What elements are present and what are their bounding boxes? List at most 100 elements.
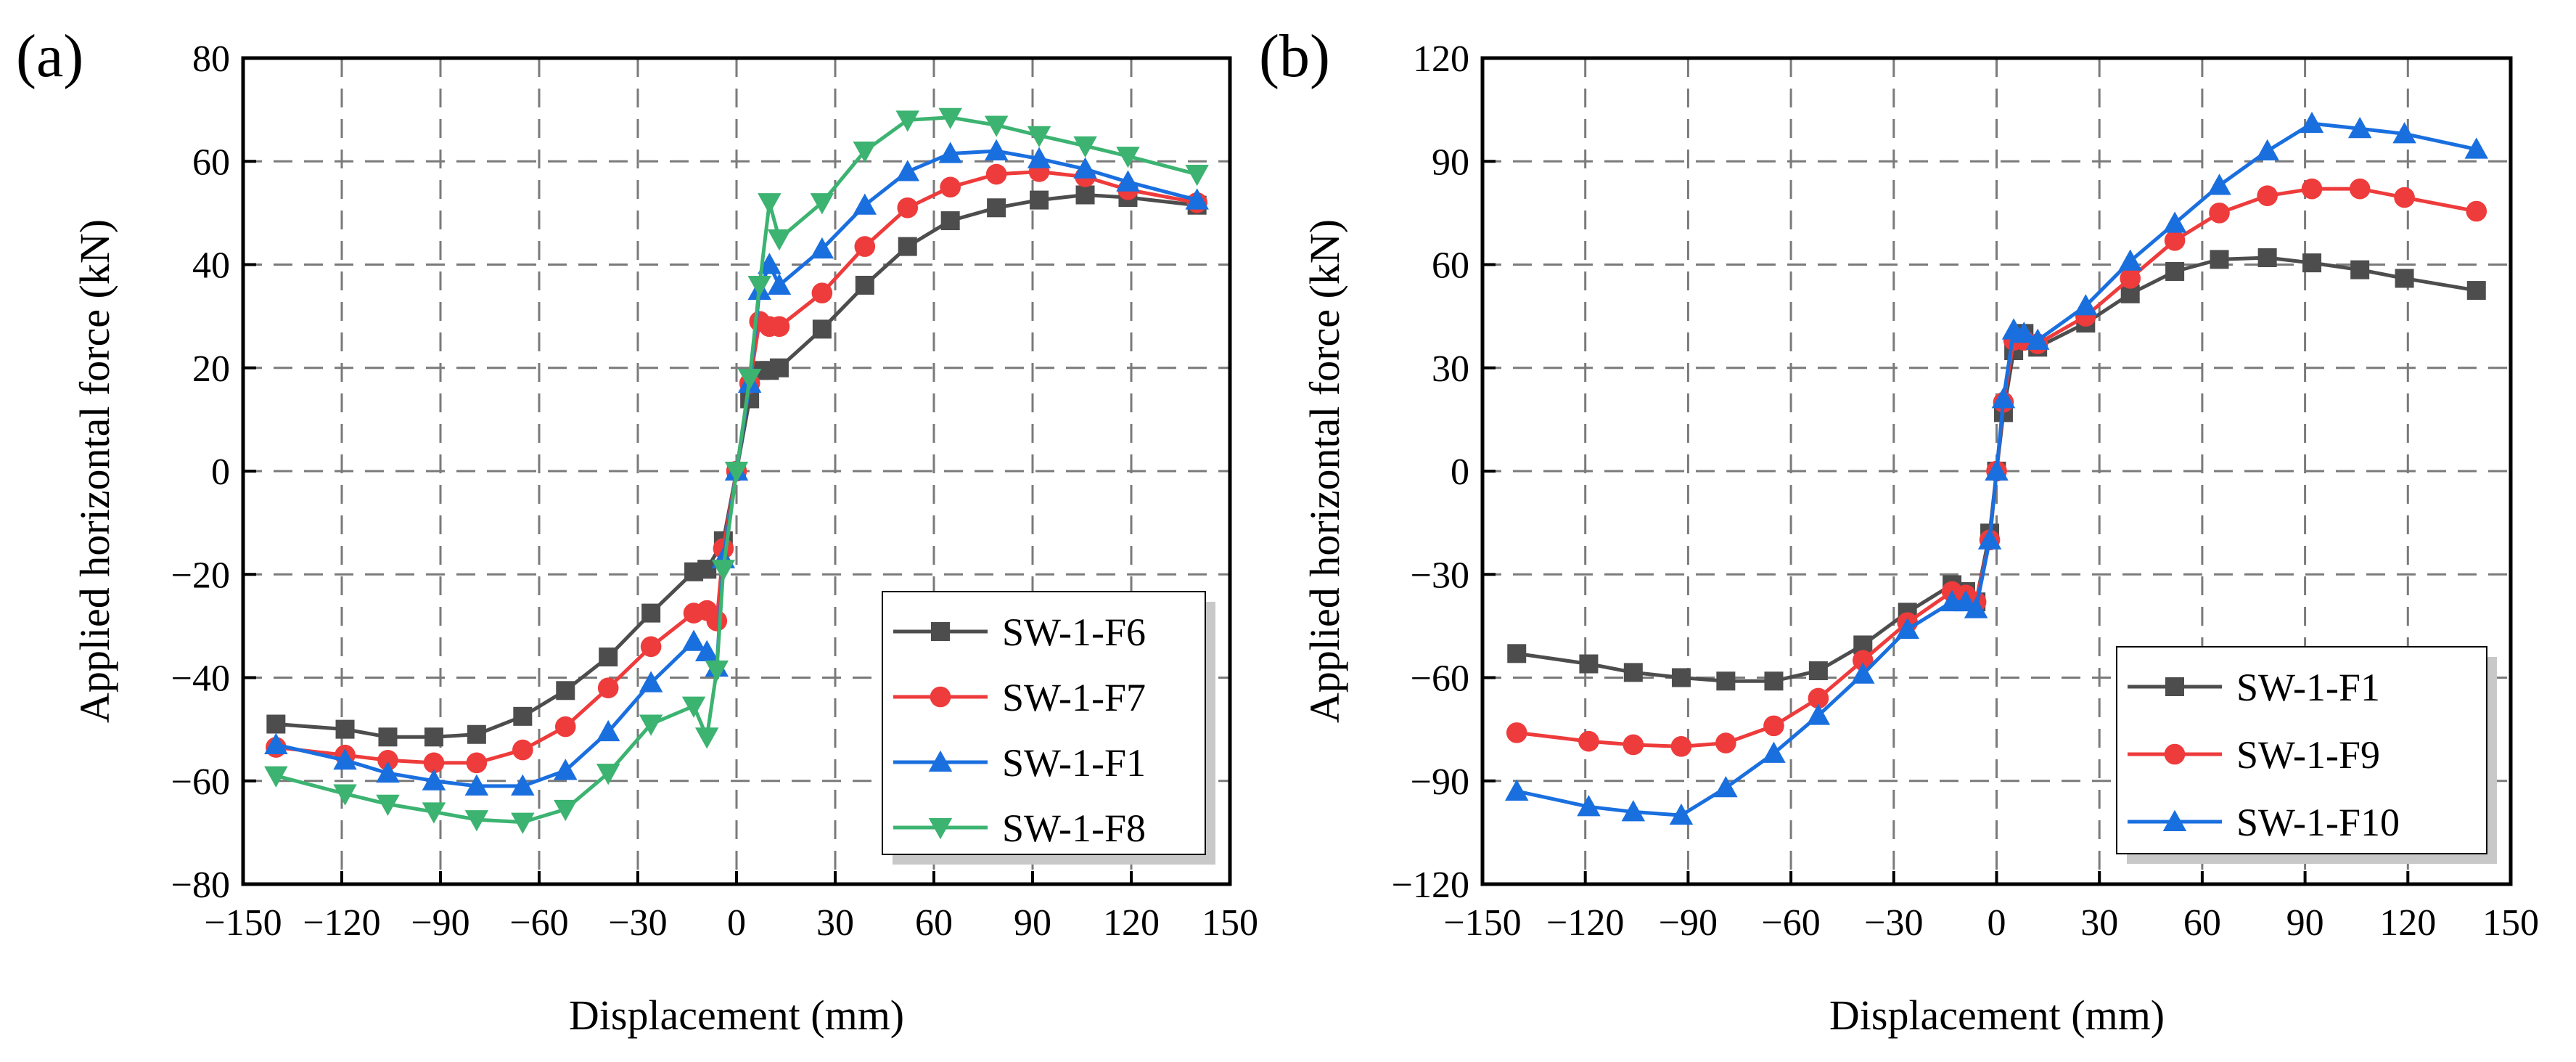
legend-item-sw-1-f10: SW-1-F10 [2128,801,2400,844]
legend-item-sw-1-f9: SW-1-F9 [2128,733,2380,777]
data-point-sw-1-f1 [853,193,877,215]
data-point-sw-1-f10 [1714,775,1738,798]
data-point-sw-1-f10 [1991,387,2016,409]
y-axis-label: Applied horizontal force (kN) [71,219,118,723]
data-point-sw-1-f7 [554,716,576,738]
data-point-sw-1-f7 [597,677,619,699]
data-point-sw-1-f8 [747,275,771,298]
data-point-sw-1-f9 [1670,736,1692,757]
legend-label: SW-1-F7 [1002,676,1146,719]
y-tick-label: 60 [1432,245,1469,287]
y-tick-label: 120 [1413,38,1469,80]
data-point-sw-1-f1 [694,640,719,661]
y-tick-label: −60 [171,761,230,803]
data-point-sw-1-f1 [511,774,535,796]
y-tick-label: 0 [211,452,230,493]
x-tick-label: 120 [2379,902,2436,944]
data-point-sw-1-f8 [422,802,446,824]
axis-ticks: −150 −120 −90 −60 −30 0 30 60 90 120 150−120−90−60… [1392,38,2539,944]
data-point-sw-1-f10 [2118,249,2142,271]
legend-swatch-marker [930,686,951,708]
x-axis-label: Displacement (mm) [569,992,904,1039]
data-point-sw-1-f8 [694,727,719,749]
y-tick-label: 30 [1432,348,1469,390]
legend-label: SW-1-F10 [2236,801,2400,844]
x-tick-label: 150 [2482,902,2539,944]
data-point-sw-1-f8 [376,794,400,817]
data-point-sw-1-f1 [2165,261,2185,281]
data-point-sw-1-f8 [938,107,962,130]
data-point-sw-1-f1 [2302,253,2322,273]
data-point-sw-1-f10 [2255,139,2279,161]
data-point-sw-1-f7 [423,752,445,774]
data-point-sw-1-f9 [1763,715,1784,737]
data-point-sw-1-f1 [681,629,706,651]
data-point-sw-1-f6 [467,724,486,744]
data-point-sw-1-f10 [1621,800,1646,822]
legend-swatch-marker [2165,677,2184,696]
x-tick-label: −60 [509,902,568,944]
x-tick-label: −120 [303,902,380,944]
legend-swatch-marker [928,818,953,840]
data-point-sw-1-f8 [1116,147,1140,168]
data-point-sw-1-f7 [512,739,533,761]
data-point-sw-1-f10 [1977,528,2002,550]
data-point-sw-1-f10 [2074,294,2098,316]
data-point-sw-1-f1 [1116,170,1140,192]
data-point-sw-1-f9 [1623,734,1644,756]
data-point-sw-1-f7 [985,163,1007,185]
data-point-sw-1-f6 [1030,190,1049,210]
data-point-sw-1-f1 [1623,663,1643,682]
data-point-sw-1-f9 [2466,200,2487,222]
data-point-sw-1-f8 [1073,136,1097,158]
data-point-sw-1-f1 [2210,250,2229,269]
data-point-sw-1-f6 [424,727,443,747]
data-point-sw-1-f1 [464,774,489,796]
data-point-sw-1-f8 [639,714,663,736]
legend-label: SW-1-F1 [2236,666,2380,709]
data-point-sw-1-f10 [2025,328,2050,350]
data-point-sw-1-f1 [422,769,446,791]
y-tick-label: 60 [192,142,230,183]
data-point-sw-1-f1 [767,273,792,295]
data-point-sw-1-f1 [333,748,357,770]
legend: SW-1-F6 SW-1-F7 SW-1-F1 SW-1-F8 [882,591,1215,865]
data-point-sw-1-f8 [984,115,1009,137]
data-point-sw-1-f6 [1075,185,1095,205]
series [264,107,1209,834]
data-point-sw-1-f8 [464,810,489,832]
panel-label: (a) [16,23,83,90]
data-point-sw-1-f6 [556,681,575,700]
data-point-sw-1-f7 [854,236,876,257]
data-point-sw-1-f7 [811,282,833,303]
data-point-sw-1-f6 [812,319,832,339]
data-point-sw-1-f8 [333,784,357,806]
data-point-sw-1-f10 [1762,741,1786,763]
data-point-sw-1-f8 [810,193,834,215]
y-tick-label: −90 [1411,761,1469,803]
axis-ticks: −150 −120 −90 −60 −30 0 30 60 90 120 150 −80 −60 −40 −… [171,38,1258,944]
data-point-sw-1-f1 [2350,260,2370,279]
data-point-sw-1-f1 [1764,671,1784,691]
data-point-sw-1-f1 [639,671,663,693]
data-point-sw-1-f10 [2392,122,2416,144]
data-point-sw-1-f8 [264,766,288,788]
legend-swatch-marker [931,622,950,641]
data-point-sw-1-f1 [596,719,620,742]
x-tick-label: −90 [411,902,469,944]
data-point-sw-1-f6 [378,727,398,747]
data-point-sw-1-f9 [2349,178,2371,200]
data-point-sw-1-f6 [987,198,1006,218]
data-point-sw-1-f9 [1852,650,1874,671]
data-point-sw-1-f1 [895,160,919,181]
y-tick-label: 40 [192,245,230,287]
y-tick-label: −120 [1392,865,1469,906]
data-point-sw-1-f1 [2466,281,2486,301]
data-point-sw-1-f6 [641,603,661,623]
data-point-sw-1-f8 [511,812,535,834]
data-point-sw-1-f7 [940,176,961,198]
data-point-sw-1-f8 [758,193,782,215]
legend-swatch-marker [2162,809,2187,831]
data-point-sw-1-f1 [1716,671,1736,691]
data-point-sw-1-f7 [768,316,790,338]
